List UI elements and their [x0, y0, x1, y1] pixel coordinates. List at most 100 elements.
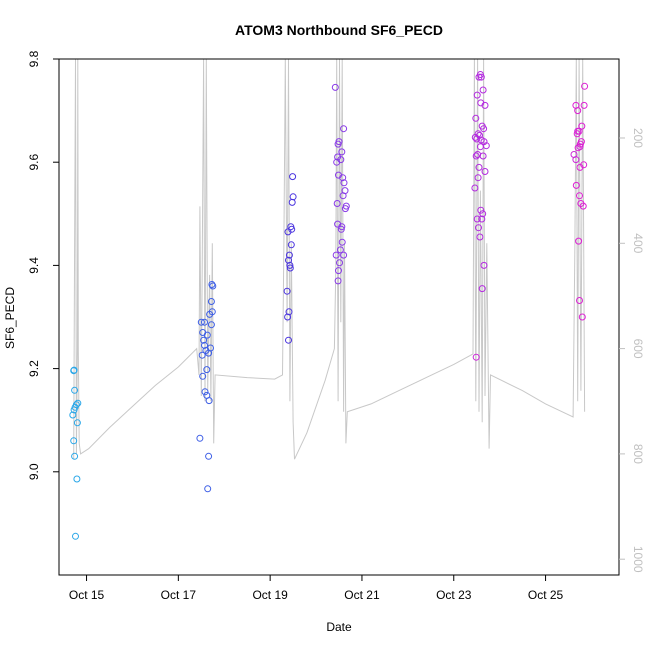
data-point: [208, 308, 216, 316]
data-point: [209, 282, 217, 290]
data-point: [477, 73, 485, 81]
y2-tick-label: 1000: [631, 546, 645, 573]
data-point: [574, 107, 582, 115]
data-point: [208, 281, 216, 288]
data-point: [472, 353, 480, 361]
data-point: [203, 391, 211, 399]
data-point: [574, 144, 582, 152]
data-point: [339, 174, 347, 182]
data-point: [288, 198, 296, 206]
data-point: [199, 329, 207, 336]
data-point: [478, 215, 486, 223]
pressure-trace-layer: [73, 58, 586, 460]
x-tick-label: Oct 15: [69, 588, 105, 602]
data-point: [471, 133, 479, 141]
data-point: [471, 184, 479, 192]
data-point: [481, 101, 489, 109]
data-point: [474, 174, 482, 182]
data-point: [333, 200, 341, 207]
x-tick-label: Oct 19: [252, 588, 288, 602]
data-point: [475, 224, 482, 232]
data-point: [287, 241, 295, 249]
data-point: [342, 202, 350, 210]
data-point: [207, 344, 214, 352]
data-point: [289, 193, 297, 201]
y-tick-label: 9.6: [27, 154, 41, 171]
data-point: [476, 143, 484, 151]
data-point: [575, 237, 583, 245]
data-point: [334, 140, 342, 148]
data-point: [477, 206, 485, 214]
data-point: [207, 321, 215, 329]
data-point: [285, 336, 292, 344]
x-tick-label: Oct 23: [436, 588, 472, 602]
data-point: [207, 298, 215, 305]
x-tick-label: Oct 17: [161, 588, 197, 602]
data-point: [200, 336, 208, 344]
data-point: [74, 399, 82, 407]
data-point: [336, 246, 344, 254]
y-tick-label: 9.2: [27, 360, 41, 377]
y-axis-label: SF6_PECD: [3, 287, 17, 349]
data-point: [479, 152, 487, 160]
right-pressure-axis: 200 400 600 800 1000: [619, 128, 645, 573]
y2-tick-label: 600: [631, 339, 645, 359]
data-point: [340, 251, 348, 259]
data-point: [473, 215, 481, 223]
data-point: [473, 91, 481, 99]
data-point: [337, 225, 345, 233]
data-point: [576, 192, 583, 200]
data-point: [339, 192, 347, 200]
data-point: [70, 366, 78, 374]
data-point: [475, 163, 483, 171]
data-point: [480, 125, 488, 133]
data-points-layer: [69, 71, 589, 540]
data-point: [69, 411, 77, 419]
y2-tick-label: 800: [631, 444, 645, 464]
pressure-trace-line: [73, 58, 586, 460]
data-point: [201, 388, 209, 396]
data-point: [479, 86, 487, 94]
x-axis-label: Date: [326, 620, 352, 634]
data-point: [201, 318, 208, 326]
data-point: [285, 308, 293, 316]
data-point: [198, 351, 206, 359]
data-point: [479, 210, 487, 218]
data-point: [286, 264, 294, 272]
data-point: [576, 163, 584, 171]
data-point: [472, 152, 480, 160]
data-point: [72, 532, 79, 540]
data-point: [284, 313, 292, 321]
series-3: [331, 83, 350, 285]
y-tick-label: 9.8: [27, 50, 41, 67]
data-point: [480, 261, 488, 269]
series-1: [196, 281, 217, 493]
data-point: [333, 158, 341, 166]
data-point: [480, 138, 488, 146]
data-point: [199, 372, 207, 380]
y-tick-label: 9.0: [27, 463, 41, 480]
data-point: [338, 148, 346, 156]
data-point: [285, 256, 292, 264]
plot-frame: [58, 58, 620, 576]
data-point: [476, 233, 484, 241]
data-point: [580, 101, 588, 109]
y-axis: 9.0 9.2 9.4 9.6 9.8: [27, 50, 59, 480]
data-point: [283, 287, 291, 295]
data-point: [576, 140, 584, 148]
data-point: [473, 135, 481, 143]
data-point: [573, 130, 581, 138]
series-5: [472, 127, 584, 361]
data-point: [576, 297, 583, 304]
data-point: [289, 173, 297, 181]
series-4: [471, 71, 490, 293]
data-point: [340, 125, 348, 133]
chart-title: ATOM3 Northbound SF6_PECD: [235, 22, 443, 38]
data-point: [577, 200, 585, 207]
data-point: [71, 386, 79, 394]
data-point: [340, 179, 348, 187]
data-point: [338, 223, 346, 231]
series-2: [283, 173, 297, 344]
data-point: [73, 419, 81, 427]
